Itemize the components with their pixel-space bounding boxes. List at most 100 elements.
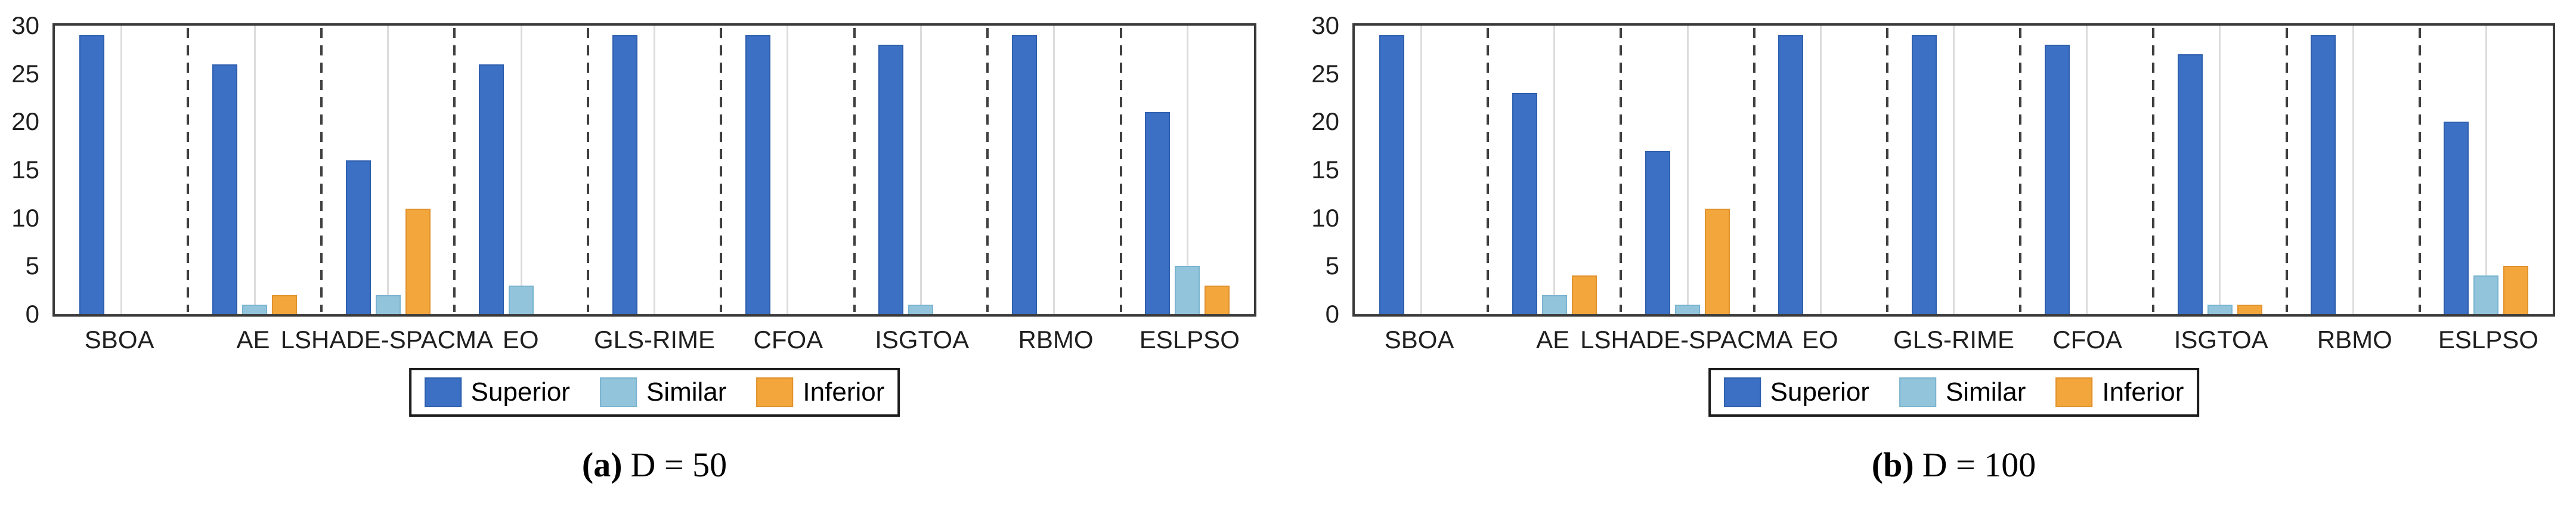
plot-area-b: [1352, 23, 2555, 317]
inferior-swatch-icon: [2055, 377, 2093, 407]
x-tick-label: AE: [236, 326, 270, 354]
group-separator: [320, 28, 323, 312]
plot-area-a: [52, 23, 1256, 317]
x-tick-label: EO: [1802, 326, 1838, 354]
bar-superior: [1145, 112, 1171, 314]
y-tick-label: 15: [11, 156, 39, 184]
x-gridline: [1553, 26, 1556, 314]
bar-superior: [1778, 35, 1804, 314]
y-tick-label: 30: [11, 11, 39, 39]
x-tick-label: SBOA: [1384, 326, 1454, 354]
x-tick-label: SBOA: [84, 326, 154, 354]
x-gridline: [520, 26, 522, 314]
x-tick-label: GLS-RIME: [593, 326, 716, 354]
x-gridline: [787, 26, 789, 314]
x-gridline: [919, 26, 922, 314]
bar-superior: [1512, 92, 1537, 314]
y-tick-label: 10: [11, 203, 39, 232]
group-separator: [2152, 28, 2155, 312]
caption-a: (a) D = 50: [582, 444, 727, 486]
bar-inferior: [272, 295, 298, 314]
x-gridline: [1053, 26, 1055, 314]
bar-inferior: [1205, 285, 1230, 314]
bar-superior: [1911, 35, 1937, 314]
legend-item-inferior: Inferior: [2055, 377, 2184, 407]
x-gridline: [1686, 26, 1689, 314]
group-separator: [1119, 28, 1122, 312]
group-separator: [586, 28, 589, 312]
legend-label-similar: Similar: [646, 377, 727, 407]
group-separator: [1620, 28, 1623, 312]
bar-similar: [2207, 304, 2233, 314]
bar-superior: [345, 160, 371, 314]
x-gridline: [2219, 26, 2221, 314]
caption-a-index: (a): [581, 445, 623, 484]
bar-inferior: [1571, 275, 1597, 314]
group-separator: [853, 28, 856, 312]
x-gridline: [654, 26, 655, 314]
bar-superior: [2444, 122, 2469, 314]
y-tick-label: 5: [25, 252, 39, 280]
y-tick-label: 0: [1325, 300, 1339, 328]
caption-a-text: D = 50: [630, 445, 727, 484]
x-tick-label: RBMO: [2317, 326, 2392, 354]
x-gridline: [120, 26, 123, 314]
x-tick-label: LSHADE-SPACMA: [1580, 326, 1793, 354]
x-tick-label: ESLPSO: [2438, 326, 2538, 354]
bar-superior: [1645, 150, 1671, 314]
bar-superior: [745, 35, 770, 314]
group-separator: [2285, 28, 2288, 312]
y-tick-label: 5: [1325, 252, 1339, 280]
bar-superior: [79, 35, 104, 314]
bar-inferior: [1705, 208, 1730, 314]
bar-superior: [479, 64, 504, 314]
legend-item-similar: Similar: [599, 377, 727, 407]
x-tick-label: AE: [1536, 326, 1570, 354]
legend-item-superior: Superior: [1723, 377, 1869, 407]
group-separator: [2418, 28, 2421, 312]
bar-similar: [242, 304, 268, 314]
legend-a: Superior Similar Inferior: [408, 368, 900, 417]
x-gridline: [1819, 26, 1822, 314]
group-separator: [453, 28, 456, 312]
bar-superior: [878, 45, 904, 314]
bar-superior: [212, 64, 238, 314]
group-separator: [1885, 28, 1888, 312]
x-tick-label: LSHADE-SPACMA: [280, 326, 493, 354]
x-tick-label: CFOA: [753, 326, 823, 354]
legend-b: Superior Similar Inferior: [1708, 368, 2200, 417]
x-gridline: [2352, 26, 2354, 314]
y-tick-label: 10: [1311, 203, 1339, 232]
bar-superior: [2044, 45, 2070, 314]
bar-superior: [2177, 54, 2203, 314]
x-gridline: [1186, 26, 1188, 314]
legend-item-inferior: Inferior: [756, 377, 884, 407]
x-tick-label: GLS-RIME: [1893, 326, 2015, 354]
legend-label-inferior: Inferior: [2102, 377, 2184, 407]
bar-similar: [1675, 304, 1701, 314]
superior-swatch-icon: [1723, 377, 1761, 407]
x-tick-label: EO: [502, 326, 539, 354]
bar-inferior: [2237, 304, 2262, 314]
bar-similar: [1541, 295, 1567, 314]
x-gridline: [253, 26, 256, 314]
legend-label-superior: Superior: [470, 377, 570, 407]
x-gridline: [387, 26, 389, 314]
y-tick-label: 30: [1311, 11, 1339, 39]
x-gridline: [2086, 26, 2088, 314]
x-gridline: [1420, 26, 1423, 314]
legend-item-similar: Similar: [1899, 377, 2026, 407]
y-tick-label: 25: [1311, 59, 1339, 88]
superior-swatch-icon: [424, 377, 462, 407]
bar-similar: [1175, 266, 1200, 314]
y-tick-label: 20: [1311, 107, 1339, 136]
x-tick-label: ESLPSO: [1139, 326, 1240, 354]
bar-inferior: [405, 208, 431, 314]
x-axis-labels-a: SBOA AE LSHADE-SPACMA EO GLS-RIME CFOA ISGTOA R…: [52, 317, 1256, 358]
caption-b-index: (b): [1871, 445, 1914, 484]
group-separator: [1753, 28, 1755, 312]
legend-label-similar: Similar: [1945, 377, 2026, 407]
x-tick-label: RBMO: [1018, 326, 1094, 354]
y-tick-label: 25: [11, 59, 39, 88]
x-axis-labels-b: SBOA AE LSHADE-SPACMA EO GLS-RIME CFOA ISGTOA R…: [1352, 317, 2555, 358]
